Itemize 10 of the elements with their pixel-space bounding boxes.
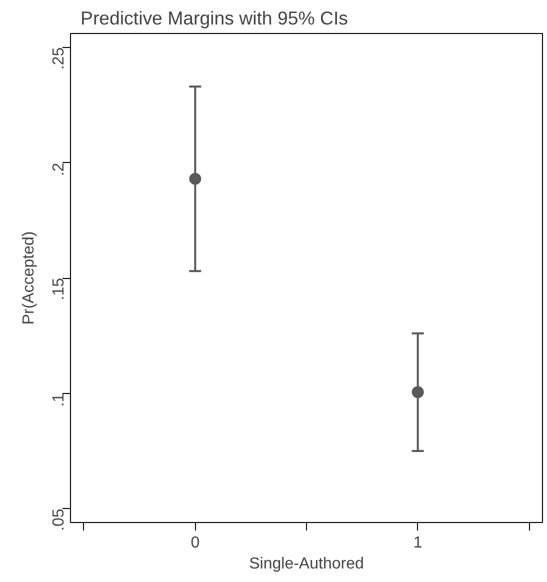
y-axis-title: Pr(Accepted) — [20, 231, 38, 325]
y-tick-label: .2 — [50, 162, 68, 176]
y-tick-label: .05 — [50, 508, 68, 531]
y-tick-label: .25 — [50, 47, 68, 70]
y-tick-label: .1 — [50, 393, 68, 407]
y-tick-label: .15 — [50, 278, 68, 300]
x-tick-label: 0 — [190, 534, 200, 552]
chart-title: Predictive Margins with 95% CIs — [80, 8, 348, 28]
x-tick-label: 1 — [413, 534, 422, 552]
x-axis-title: Single-Authored — [249, 556, 364, 572]
